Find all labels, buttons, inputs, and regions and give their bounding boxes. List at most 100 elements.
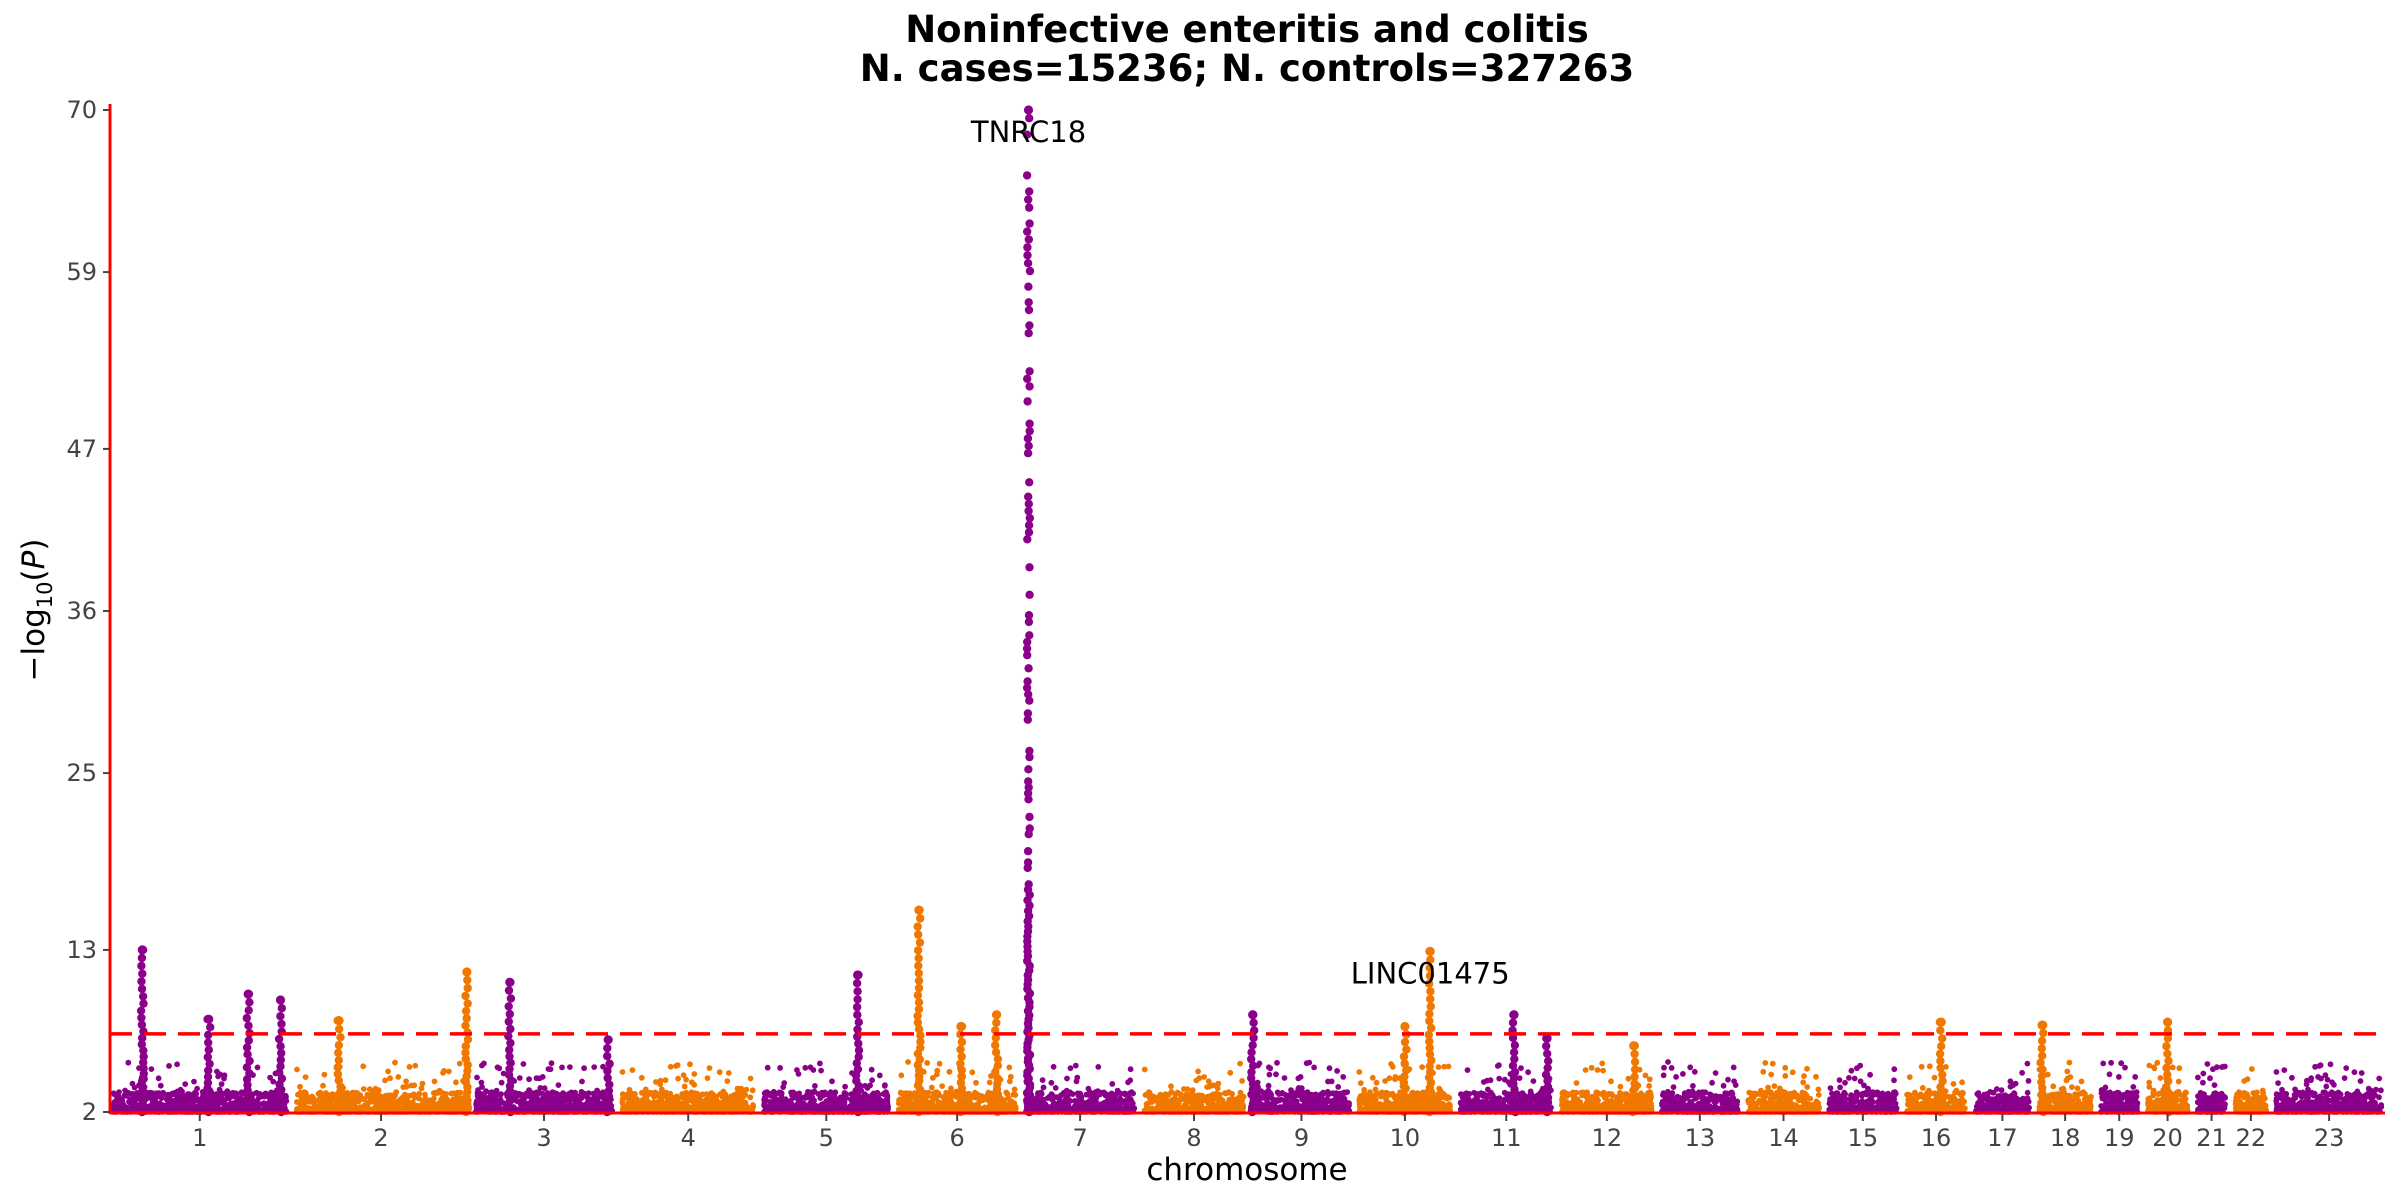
peak-point bbox=[1025, 746, 1034, 756]
chromosome-5-points bbox=[761, 1060, 891, 1115]
peak-point bbox=[138, 1033, 147, 1043]
chromosome-10-peak-2 bbox=[1424, 946, 1436, 1117]
y-tick-label-25: 25 bbox=[66, 759, 97, 787]
chromosome-7-peak-1 bbox=[1022, 105, 1035, 1117]
peak-point bbox=[914, 1005, 924, 1014]
y-tick-label-70: 70 bbox=[66, 96, 97, 124]
peak-top-point bbox=[956, 1021, 966, 1032]
peak-point bbox=[335, 1024, 344, 1034]
peak-top-point bbox=[137, 945, 147, 955]
peak-top-point bbox=[1023, 105, 1034, 115]
chromosome-6-peak-1 bbox=[913, 905, 925, 1117]
peak-point bbox=[277, 1004, 286, 1013]
peak-point bbox=[1425, 1016, 1434, 1026]
peak-point bbox=[913, 922, 922, 931]
peak-point bbox=[1024, 298, 1033, 307]
peak-point bbox=[462, 1014, 471, 1023]
peak-point bbox=[276, 1062, 285, 1071]
peak-point bbox=[506, 994, 516, 1003]
peak-point bbox=[244, 1036, 253, 1045]
peak-point bbox=[1024, 329, 1033, 338]
peak-point bbox=[1025, 367, 1034, 376]
peak-top-point bbox=[1542, 1033, 1552, 1043]
peak-point bbox=[854, 1018, 863, 1027]
peak-point bbox=[1426, 994, 1435, 1004]
peak-point bbox=[1249, 1061, 1258, 1070]
peak-point bbox=[603, 1043, 612, 1053]
peak-point bbox=[1399, 1052, 1409, 1061]
peak-point bbox=[914, 976, 924, 985]
peak-point bbox=[1022, 637, 1032, 647]
x-axis-label: chromosome bbox=[1146, 1152, 1347, 1188]
peak-point bbox=[2164, 1076, 2173, 1086]
x-tick-label-20: 20 bbox=[2152, 1124, 2183, 1152]
peak-point bbox=[1025, 266, 1035, 276]
peak-point bbox=[1425, 979, 1434, 988]
peak-point bbox=[204, 1045, 213, 1055]
peak-point bbox=[852, 979, 862, 988]
peak-point bbox=[1544, 1056, 1553, 1066]
peak-point bbox=[242, 1013, 251, 1023]
peak-point bbox=[1936, 1063, 1945, 1073]
peak-point bbox=[603, 1051, 612, 1061]
peak-point bbox=[2037, 1077, 2046, 1087]
peak-point bbox=[1400, 1059, 1409, 1068]
peak-point bbox=[1023, 397, 1032, 406]
chromosome-1-peak-1 bbox=[136, 945, 148, 1117]
peak-point bbox=[1427, 1023, 1436, 1033]
peak-point bbox=[203, 1078, 213, 1088]
peak-top-point bbox=[243, 989, 253, 999]
peak-point bbox=[463, 983, 472, 993]
peak-point bbox=[853, 1010, 862, 1019]
peak-point bbox=[1937, 1042, 1946, 1051]
peak-point bbox=[1247, 1048, 1256, 1057]
peak-point bbox=[1630, 1072, 1639, 1082]
peak-point bbox=[991, 1048, 1001, 1057]
peak-point bbox=[1509, 1048, 1519, 1057]
peak-point bbox=[991, 1041, 1000, 1050]
peak-point bbox=[463, 1066, 472, 1076]
x-tick-label-1: 1 bbox=[192, 1124, 207, 1152]
peak-point bbox=[1510, 1067, 1520, 1077]
peak-top-point bbox=[204, 1014, 214, 1024]
peak-point bbox=[334, 1041, 344, 1050]
peak-point bbox=[854, 1039, 863, 1048]
peak-point bbox=[2164, 1056, 2173, 1066]
chromosome-3-points bbox=[472, 1059, 616, 1115]
peak-point bbox=[1022, 651, 1032, 660]
peak-point bbox=[956, 1059, 965, 1068]
peak-point bbox=[1025, 114, 1034, 123]
peak-point bbox=[1024, 611, 1034, 620]
peak-point bbox=[242, 1043, 252, 1052]
peak-point bbox=[137, 984, 147, 994]
peak-point bbox=[506, 1058, 515, 1068]
peak-point bbox=[1425, 971, 1435, 980]
peak-point bbox=[1025, 219, 1034, 228]
chromosome-21-points bbox=[2194, 1061, 2228, 1115]
peak-point bbox=[463, 975, 472, 985]
peak-point bbox=[1022, 227, 1032, 236]
peak-point bbox=[2037, 1071, 2047, 1081]
peak-top-point bbox=[334, 1016, 344, 1026]
peak-point bbox=[1630, 1049, 1639, 1059]
x-tick-label-14: 14 bbox=[1768, 1124, 1799, 1152]
peak-point bbox=[1024, 521, 1034, 530]
peak-top-point bbox=[853, 970, 863, 980]
x-tick-label-18: 18 bbox=[2050, 1124, 2081, 1152]
annotations: TNRC18 LINC01475 bbox=[970, 115, 1510, 990]
peak-point bbox=[1024, 441, 1033, 451]
peak-point bbox=[1630, 1057, 1640, 1067]
peak-point bbox=[854, 1046, 864, 1055]
peak-point bbox=[334, 1048, 343, 1058]
peak-point bbox=[138, 992, 148, 1001]
chromosome-7-points bbox=[1023, 1062, 1138, 1115]
peak-point bbox=[956, 1045, 965, 1054]
chromosome-9-peak-1 bbox=[1247, 1010, 1259, 1117]
chromosome-4-points bbox=[619, 1061, 757, 1115]
peak-point bbox=[1024, 506, 1033, 516]
peak-point bbox=[1025, 419, 1034, 428]
peak-point bbox=[852, 1059, 861, 1068]
peak-point bbox=[1543, 1049, 1552, 1058]
peak-point bbox=[1025, 590, 1034, 599]
